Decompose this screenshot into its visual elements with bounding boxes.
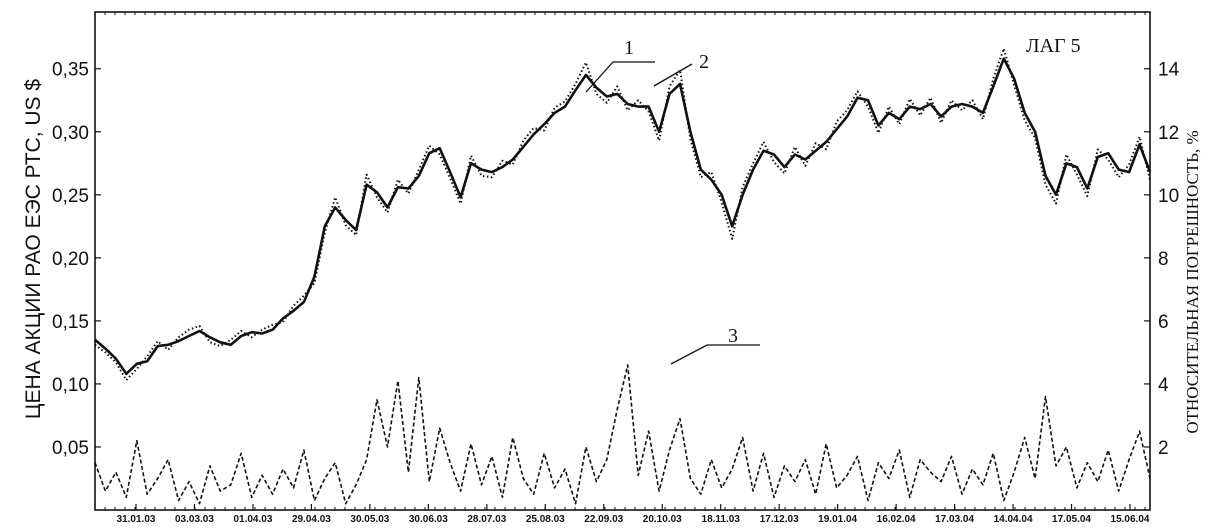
plot-frame-group — [94, 11, 1151, 511]
x-tick-label: 17.05.04 — [1052, 514, 1091, 525]
x-tick-label: 16.02.04 — [877, 514, 916, 525]
y-right-tick-label: 10 — [1158, 186, 1179, 207]
y-left-tick-label: 0,05 — [52, 438, 89, 459]
series-solid-line-1 — [94, 57, 1152, 376]
annotation-2-leader — [653, 63, 693, 87]
y-left-tick-label: 0,10 — [52, 375, 89, 396]
y-left-tick-label: 0,30 — [52, 123, 89, 144]
series-group — [94, 47, 1152, 505]
annotation-3-label: 3 — [728, 325, 738, 347]
x-tick-label: 17.03.04 — [935, 514, 974, 525]
x-tick-label: 14.04.04 — [994, 514, 1033, 525]
chart-title: ЛАГ 5 — [1026, 35, 1081, 57]
x-tick-label: 30.06.03 — [409, 514, 448, 525]
y-axis-right-label: ОТНОСИТЕЛЬНАЯ ПОГРЕШНОСТЬ, % — [1183, 130, 1202, 433]
annotation-3-leader — [670, 344, 760, 365]
y-axis-left-label: ЦЕНА АКЦИИ РАО ЕЭС РТС, US $ — [22, 79, 45, 419]
plot-frame — [94, 11, 1151, 511]
annotation-2-label: 2 — [699, 51, 709, 73]
y-left-tick-label: 0,20 — [52, 249, 89, 270]
x-tick-label: 20.10.03 — [643, 514, 682, 525]
x-tick-label: 29.04.03 — [292, 514, 331, 525]
annotations-group — [585, 61, 760, 365]
x-tick-label: 28.07.03 — [467, 514, 506, 525]
x-tick-label: 25.08.03 — [526, 514, 565, 525]
ticks-group: 0,050,100,150,200,250,300,35246810121431… — [52, 60, 1180, 525]
x-tick-label: 03.03.03 — [175, 514, 214, 525]
annotation-1-label: 1 — [624, 37, 634, 59]
x-tick-label: 31.01.03 — [117, 514, 156, 525]
y-right-tick-label: 14 — [1158, 60, 1180, 81]
x-tick-label: 19.01.04 — [818, 514, 857, 525]
x-tick-label: 30.05.03 — [350, 514, 389, 525]
y-right-tick-label: 2 — [1158, 438, 1169, 459]
annotation-1-leader — [585, 61, 655, 93]
x-tick-label: 18.11.03 — [702, 514, 741, 525]
y-right-tick-label: 12 — [1158, 123, 1179, 144]
y-right-tick-label: 8 — [1158, 249, 1169, 270]
y-left-tick-label: 0,15 — [52, 312, 89, 333]
y-right-tick-label: 4 — [1158, 375, 1169, 396]
x-tick-label: 15.06.04 — [1111, 514, 1150, 525]
series-dashed-line-3 — [94, 364, 1151, 505]
x-tick-label: 01.04.03 — [233, 514, 272, 525]
y-right-tick-label: 6 — [1158, 312, 1169, 333]
y-left-tick-label: 0,25 — [52, 186, 89, 207]
x-tick-label: 17.12.03 — [760, 514, 799, 525]
y-left-tick-label: 0,35 — [52, 60, 89, 81]
x-tick-label: 22.09.03 — [584, 514, 623, 525]
